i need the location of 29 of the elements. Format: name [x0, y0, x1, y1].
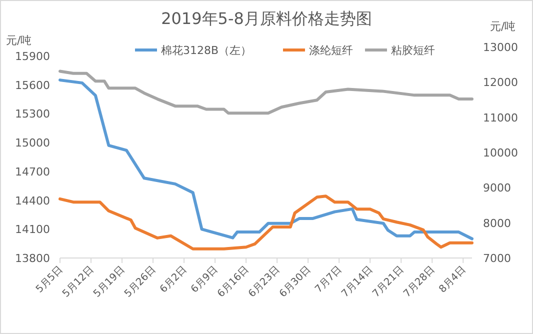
line-series [58, 70, 474, 115]
y2-tick-label: 12000 [483, 76, 518, 90]
x-tick-label: 5月26日 [122, 264, 158, 300]
chart-title: 2019年5-8月原料价格走势图 [161, 9, 372, 28]
y-tick-label: 13800 [15, 252, 50, 265]
legend-label: 粘胶短纤 [391, 44, 435, 57]
y-tick-label: 14100 [15, 223, 50, 236]
y-tick-label: 15000 [15, 136, 50, 150]
y2-tick-label: 10000 [483, 146, 518, 160]
y2-tick-label: 11000 [483, 111, 518, 124]
y-tick-label: 14700 [15, 165, 50, 178]
legend-label: 棉花3128B（左） [161, 44, 252, 57]
y2-tick-label: 13000 [483, 41, 518, 54]
y2-tick-label: 7000 [483, 252, 511, 265]
y-tick-label: 14400 [15, 194, 50, 208]
y-tick-label: 15300 [15, 108, 50, 121]
y-tick-label: 15600 [15, 78, 50, 92]
y2-tick-label: 8000 [483, 216, 511, 230]
line-series [58, 78, 474, 240]
legend-label: 涤纶短纤 [309, 44, 353, 57]
y2-axis-title: 元/吨 [490, 20, 516, 33]
x-tick-label: 6月2日 [158, 264, 190, 296]
x-tick-label: 7月28日 [402, 264, 438, 300]
y-tick-label: 15900 [15, 50, 50, 63]
y2-tick-label: 9000 [483, 182, 511, 195]
line-series [58, 194, 474, 250]
y-axis-title: 元/吨 [6, 34, 32, 47]
x-tick-label: 6月30日 [278, 264, 314, 300]
x-tick-label: 8月4日 [437, 264, 468, 296]
